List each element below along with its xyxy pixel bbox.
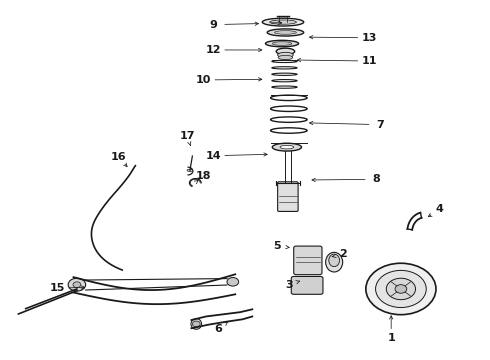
Ellipse shape [267, 29, 304, 36]
Text: 15: 15 [49, 283, 65, 293]
Circle shape [366, 263, 436, 315]
Ellipse shape [266, 40, 298, 47]
Ellipse shape [278, 52, 293, 58]
Text: 14: 14 [205, 151, 221, 161]
Text: 5: 5 [273, 241, 280, 251]
Circle shape [73, 282, 81, 288]
Circle shape [386, 278, 416, 300]
Text: 11: 11 [362, 56, 377, 66]
Ellipse shape [326, 252, 343, 272]
Text: 12: 12 [206, 45, 221, 55]
Text: 4: 4 [436, 204, 444, 214]
Circle shape [68, 278, 86, 291]
Text: 7: 7 [377, 120, 384, 130]
Circle shape [193, 321, 200, 327]
Circle shape [375, 270, 426, 307]
Text: 3: 3 [285, 280, 293, 290]
Ellipse shape [272, 42, 292, 45]
Text: 1: 1 [387, 333, 395, 343]
Text: 2: 2 [340, 249, 347, 259]
Ellipse shape [274, 31, 296, 34]
Text: 10: 10 [196, 75, 211, 85]
Ellipse shape [191, 319, 202, 329]
Ellipse shape [270, 20, 296, 24]
Ellipse shape [278, 55, 293, 60]
Ellipse shape [262, 18, 304, 26]
Text: 18: 18 [196, 171, 211, 181]
Text: 13: 13 [362, 33, 377, 43]
Ellipse shape [272, 143, 301, 151]
Text: 16: 16 [111, 152, 126, 162]
Circle shape [227, 278, 239, 286]
FancyBboxPatch shape [291, 276, 323, 294]
Circle shape [395, 285, 407, 293]
FancyBboxPatch shape [294, 246, 322, 275]
Text: 17: 17 [180, 131, 195, 141]
Ellipse shape [329, 254, 340, 267]
Text: 6: 6 [214, 324, 222, 334]
Text: 9: 9 [209, 19, 217, 30]
FancyBboxPatch shape [278, 182, 298, 211]
Ellipse shape [280, 145, 294, 149]
Ellipse shape [276, 48, 294, 55]
Text: 8: 8 [373, 174, 380, 184]
Ellipse shape [187, 169, 193, 171]
